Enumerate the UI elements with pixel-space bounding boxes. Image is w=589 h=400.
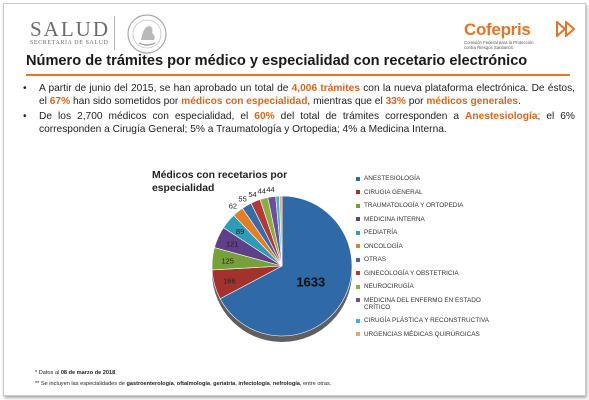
pie-value-label: 121 [226,240,239,249]
legend-swatch [356,230,360,235]
salud-logo-subtitle: SECRETARÍA DE SALUD [30,40,109,46]
pie-value-label: 62 [229,201,237,210]
legend-swatch [356,318,360,323]
legend-label: OTRAS [364,256,387,263]
legend-label: CIRUGÍA PLÁSTICA Y RECONSTRUCTIVA [364,317,489,324]
footnote-specialties: ** Se incluyen las especialidades de gas… [35,381,332,387]
legend-swatch [356,244,360,248]
legend-swatch [356,203,360,208]
legend-label: NEUROCIRUGÍA [364,283,414,290]
cofepris-tagline-1: Comisión Federal para la Protección [464,40,534,45]
slide-title: Número de trámites por médico y especial… [26,53,528,69]
legend-item: MEDICINA INTERNA [356,216,506,223]
chart-title: Médicos con recetarios por especialidad [152,170,288,194]
legend-label: MEDICINA DEL ENFERMO EN ESTADO CRÍTICO [364,296,481,311]
bullet-item-2: De los 2,700 médicos con especialidad, e… [23,110,575,136]
legend-item: CIRUGIA GENERAL [356,189,506,196]
chart-legend: ANESTESIOLOGÍA CIRUGIA GENERAL TRAUMATOLOG… [356,175,506,344]
bullet-item-1: A partir de junio del 2015, se han aprob… [23,82,575,108]
legend-item: GINECOLOGÍA Y OBSTETRICIA [356,270,506,277]
cofepris-arrows-icon [556,21,576,37]
slide-frame: SALUD SECRETARÍA DE SALUD Cofepris Comis… [3,3,586,396]
pie-value-label: 44 [258,187,266,196]
legend-swatch [356,271,360,275]
salud-logo-word: SALUD [30,17,111,41]
legend-item: URGENCIAS MÉDICAS QUIRÚRGICAS [356,331,506,338]
legend-label: ANESTESIOLOGÍA [364,175,421,182]
cofepris-logo: Cofepris Comisión Federal para la Protec… [464,20,576,50]
pie-value-label: 54 [248,190,256,199]
legend-label: GINECOLOGÍA Y OBSTETRICIA [364,269,459,277]
pie-value-label: 125 [221,256,234,265]
footnote-date: * Datos al 08 de marzo de 2018. [35,370,117,376]
legend-item: ONCOLOGÍA [356,243,506,250]
pie-slice [278,195,283,267]
pie-value-label: 1633 [296,274,325,289]
legend-label: ONCOLOGÍA [364,242,403,250]
pie-value-label: 44 [266,185,274,194]
legend-item: NEUROCIRUGÍA [356,283,506,290]
legend-swatch [356,284,360,289]
legend-swatch [356,298,360,302]
legend-label: MEDICINA INTERNA [364,215,425,223]
legend-swatch [356,217,360,221]
cofepris-logo-word: Cofepris [464,20,531,39]
legend-label: TRAUMATOLOGÍA Y ORTOPEDIA [364,202,464,209]
legend-swatch [356,332,360,336]
legend-item: PEDIATRÍA [356,229,506,236]
bullet-list: A partir de junio del 2015, se han aprob… [23,82,575,138]
legend-swatch [356,190,360,194]
salud-logo: SALUD SECRETARÍA DE SALUD [30,18,110,46]
legend-swatch [356,257,360,262]
legend-item: MEDICINA DEL ENFERMO EN ESTADO CRÍTICO [356,297,506,311]
legend-item: ANESTESIOLOGÍA [356,175,506,182]
cofepris-tagline-2: contra Riesgos Sanitarios [464,45,513,50]
legend-item: OTRAS [356,256,506,263]
legend-label: URGENCIAS MÉDICAS QUIRÚRGICAS [364,330,480,338]
pie-value-label: 166 [223,277,236,286]
legend-label: PEDIATRÍA [364,229,398,236]
pie-value-label: 55 [238,195,246,204]
legend-swatch [356,176,360,181]
legend-label: CIRUGIA GENERAL [364,188,423,196]
legend-item: CIRUGÍA PLÁSTICA Y RECONSTRUCTIVA [356,317,506,324]
pie-value-label: 89 [236,227,244,236]
title-underline [26,74,570,76]
legend-item: TRAUMATOLOGÍA Y ORTOPEDIA [356,202,506,209]
pie-slice [219,195,353,337]
logo-divider [114,16,115,50]
mexico-emblem-icon [121,13,173,60]
